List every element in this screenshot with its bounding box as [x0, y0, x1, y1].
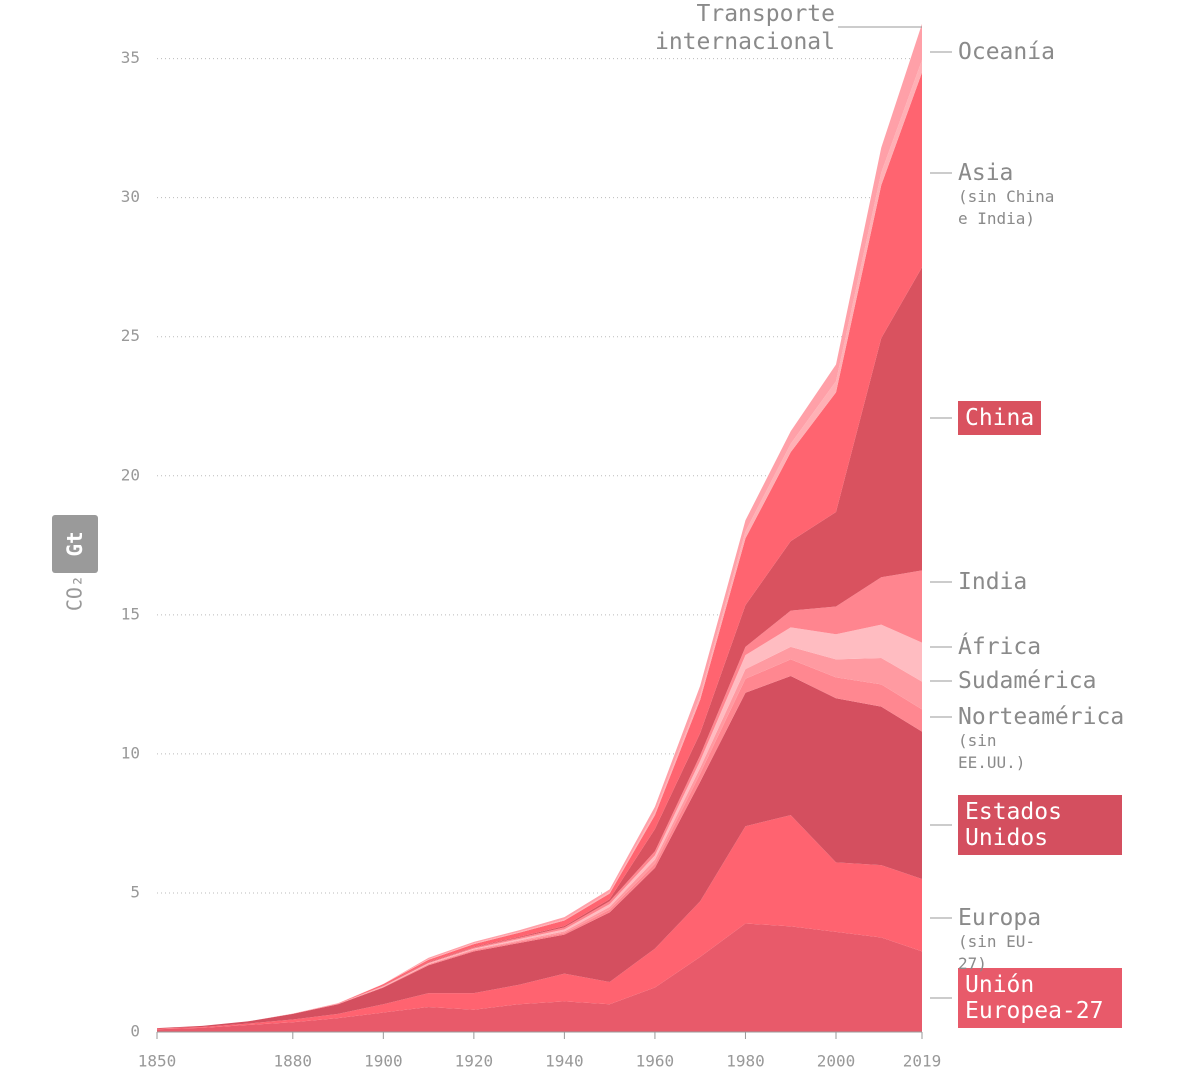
- legend-note: (sin China e India): [958, 187, 1055, 228]
- area: [157, 815, 922, 1030]
- legend-item: Europa (sin EU-27): [958, 905, 1158, 975]
- legend-label: Estados Unidos: [958, 795, 1122, 855]
- y-tick-label: 15: [121, 604, 140, 623]
- legend-note: (sin EE.UU.): [958, 731, 1026, 772]
- y-tick-label: 35: [121, 48, 140, 67]
- x-tick-label: 1980: [726, 1052, 765, 1071]
- legend-item: África: [958, 634, 1158, 660]
- legend-item: Unión Europea-27: [958, 968, 1158, 1028]
- legend-label: Asia: [958, 160, 1014, 186]
- y-tick-label: 5: [130, 882, 140, 901]
- legend-label: Transporte internacional: [654, 1, 835, 55]
- x-tick-label: 2019: [903, 1052, 942, 1071]
- y-label: CO₂: [63, 575, 87, 611]
- area: [157, 676, 922, 1029]
- y-tick-label: 30: [121, 187, 140, 206]
- legend-label: Sudamérica: [958, 668, 1097, 694]
- legend-label: China: [958, 401, 1042, 435]
- y-unit: Gt: [63, 531, 87, 556]
- legend-item: India: [958, 569, 1158, 595]
- legend-item: Sudamérica: [958, 668, 1158, 694]
- x-tick-label: 1900: [364, 1052, 403, 1071]
- unit-box: [52, 515, 98, 573]
- legend-label: África: [958, 634, 1042, 660]
- y-tick-label: 20: [121, 465, 140, 484]
- area: [157, 923, 922, 1032]
- legend-item: China: [958, 401, 1158, 435]
- legend-label: Oceanía: [958, 39, 1055, 65]
- legend-label: Norteamérica: [958, 704, 1125, 730]
- area: [157, 659, 922, 1029]
- area: [157, 72, 922, 1029]
- y-tick-label: 10: [121, 743, 140, 762]
- x-tick-label: 1920: [455, 1052, 494, 1071]
- y-tick-label: 0: [130, 1022, 140, 1041]
- legend-label: Europa: [958, 905, 1042, 931]
- legend-item: Estados Unidos: [958, 795, 1158, 855]
- legend-note: (sin EU-27): [958, 932, 1036, 973]
- area: [157, 570, 922, 1029]
- legend-item: Norteamérica (sin EE.UU.): [958, 704, 1158, 774]
- x-tick-label: 1940: [545, 1052, 584, 1071]
- legend-item: Oceanía: [958, 39, 1158, 65]
- x-tick-label: 1850: [138, 1052, 177, 1071]
- x-tick-label: 1880: [274, 1052, 313, 1071]
- legend-label: India: [958, 569, 1028, 595]
- y-tick-label: 25: [121, 326, 140, 345]
- legend-item: Asia (sin China e India): [958, 160, 1158, 230]
- legend-label: Unión Europea-27: [958, 968, 1122, 1028]
- x-tick-label: 1960: [636, 1052, 675, 1071]
- y-axis-title: Gt CO₂: [52, 515, 98, 611]
- x-tick-label: 2000: [817, 1052, 856, 1071]
